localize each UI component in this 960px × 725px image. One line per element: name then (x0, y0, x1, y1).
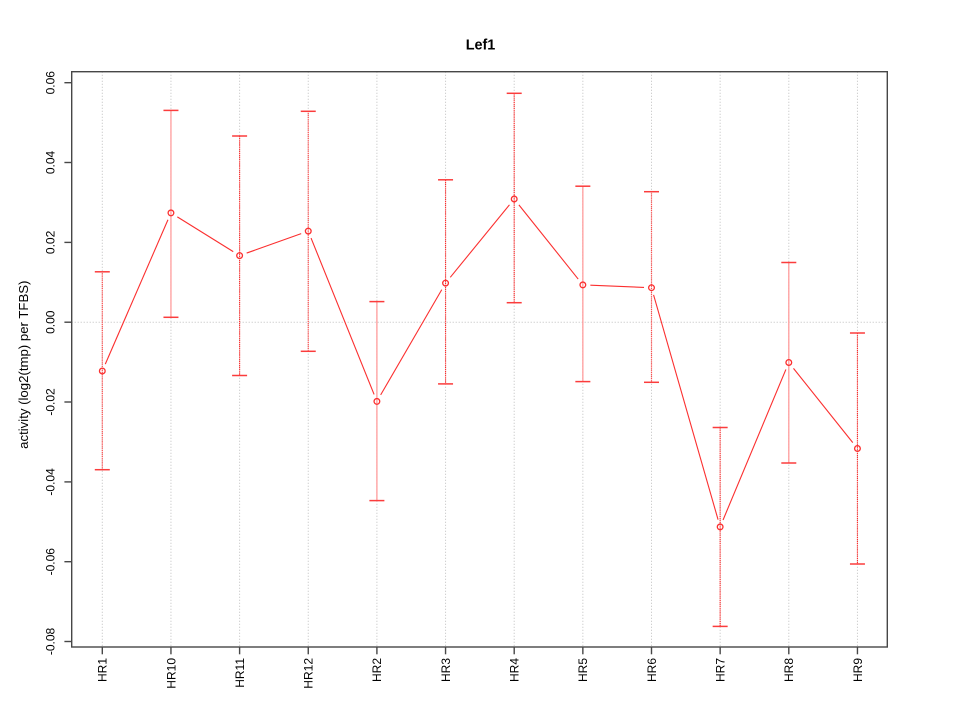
svg-text:0.02: 0.02 (44, 230, 58, 254)
svg-text:HR2: HR2 (370, 658, 384, 682)
svg-text:-0.02: -0.02 (44, 388, 58, 416)
svg-text:HR6: HR6 (645, 658, 659, 682)
svg-text:HR5: HR5 (576, 658, 590, 682)
svg-text:HR4: HR4 (508, 658, 522, 682)
svg-text:-0.08: -0.08 (44, 628, 58, 656)
svg-text:activity (log2(tmp) per TFBS): activity (log2(tmp) per TFBS) (16, 281, 31, 449)
svg-text:HR7: HR7 (713, 658, 727, 682)
svg-text:0.04: 0.04 (44, 150, 58, 174)
svg-text:HR8: HR8 (782, 658, 796, 682)
svg-text:HR10: HR10 (164, 658, 178, 689)
svg-text:HR12: HR12 (302, 658, 316, 689)
svg-text:-0.06: -0.06 (44, 548, 58, 576)
svg-text:Lef1: Lef1 (466, 37, 496, 53)
svg-text:HR9: HR9 (851, 658, 865, 682)
svg-text:HR3: HR3 (439, 658, 453, 682)
svg-text:HR11: HR11 (233, 658, 247, 688)
svg-text:-0.04: -0.04 (44, 468, 58, 496)
svg-text:HR1: HR1 (96, 658, 110, 682)
svg-text:0.00: 0.00 (44, 310, 58, 334)
svg-text:0.06: 0.06 (44, 71, 58, 95)
